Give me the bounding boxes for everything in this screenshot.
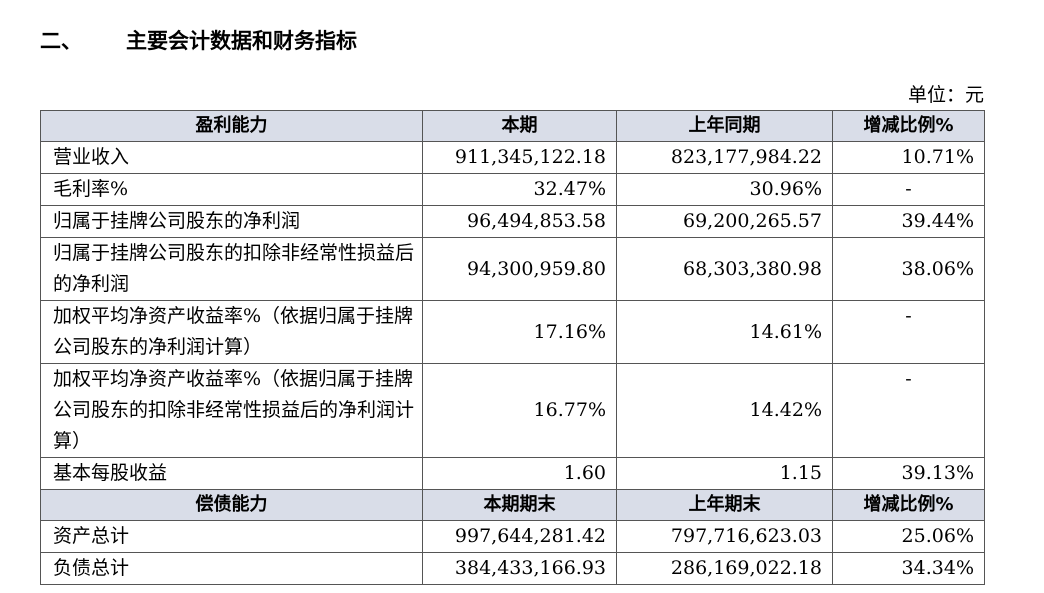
header-change-percent: 增减比例% [832,489,985,521]
previous-value: 68,303,380.98 [616,237,833,301]
profit-header-row: 盈利能力 本期 上年同期 增减比例% [40,110,985,142]
change-value: 38.06% [832,237,985,301]
current-value: 1.60 [422,457,617,490]
previous-value: 797,716,623.03 [616,520,833,553]
table-row: 营业收入 911,345,122.18 823,177,984.22 10.71… [40,141,985,174]
header-previous-period: 上年同期 [616,110,833,142]
previous-value: 30.96% [616,173,833,206]
current-value: 16.77% [422,363,617,458]
current-value: 94,300,959.80 [422,237,617,301]
table-row: 加权平均净资产收益率%（依据归属于挂牌公司股东的扣除非经常性损益后的净利润计算）… [40,363,985,458]
header-current-period: 本期 [422,110,617,142]
row-label: 加权平均净资产收益率%（依据归属于挂牌公司股东的净利润计算） [40,300,423,364]
previous-value: 14.42% [616,363,833,458]
previous-value: 1.15 [616,457,833,490]
current-value: 32.47% [422,173,617,206]
header-profit-ability: 盈利能力 [40,110,423,142]
table-row: 负债总计 384,433,166.93 286,169,022.18 34.34… [40,552,985,585]
previous-value: 69,200,265.57 [616,205,833,238]
change-value: - [832,363,985,458]
header-current-period-end: 本期期末 [422,489,617,521]
previous-value: 14.61% [616,300,833,364]
section-number: 二、 [40,29,82,53]
table-row: 归属于挂牌公司股东的扣除非经常性损益后的净利润 94,300,959.80 68… [40,237,985,301]
table-row: 加权平均净资产收益率%（依据归属于挂牌公司股东的净利润计算） 17.16% 14… [40,300,985,364]
unit-label: 单位：元 [907,84,984,106]
solvency-header-row: 偿债能力 本期期末 上年期末 增减比例% [40,489,985,521]
change-value: 34.34% [832,552,985,585]
financial-indicators-table: 盈利能力 本期 上年同期 增减比例% 营业收入 911,345,122.18 8… [40,110,985,585]
row-label: 归属于挂牌公司股东的净利润 [40,205,423,238]
section-heading: 二、 主要会计数据和财务指标 [40,26,357,56]
current-value: 17.16% [422,300,617,364]
change-value: 25.06% [832,520,985,553]
previous-value: 823,177,984.22 [616,141,833,174]
current-value: 911,345,122.18 [422,141,617,174]
table-row: 基本每股收益 1.60 1.15 39.13% [40,457,985,490]
current-value: 384,433,166.93 [422,552,617,585]
row-label: 负债总计 [40,552,423,585]
current-value: 997,644,281.42 [422,520,617,553]
table-row: 资产总计 997,644,281.42 797,716,623.03 25.06… [40,520,985,553]
row-label: 资产总计 [40,520,423,553]
header-change-percent: 增减比例% [832,110,985,142]
row-label: 营业收入 [40,141,423,174]
row-label: 加权平均净资产收益率%（依据归属于挂牌公司股东的扣除非经常性损益后的净利润计算） [40,363,423,458]
change-value: - [832,173,985,206]
table-row: 归属于挂牌公司股东的净利润 96,494,853.58 69,200,265.5… [40,205,985,238]
previous-value: 286,169,022.18 [616,552,833,585]
table-row: 毛利率% 32.47% 30.96% - [40,173,985,206]
row-label: 归属于挂牌公司股东的扣除非经常性损益后的净利润 [40,237,423,301]
current-value: 96,494,853.58 [422,205,617,238]
header-previous-period-end: 上年期末 [616,489,833,521]
header-solvency: 偿债能力 [40,489,423,521]
change-value: 39.44% [832,205,985,238]
change-value: - [832,300,985,364]
row-label: 基本每股收益 [40,457,423,490]
change-value: 10.71% [832,141,985,174]
section-title: 主要会计数据和财务指标 [126,29,357,53]
change-value: 39.13% [832,457,985,490]
row-label: 毛利率% [40,173,423,206]
